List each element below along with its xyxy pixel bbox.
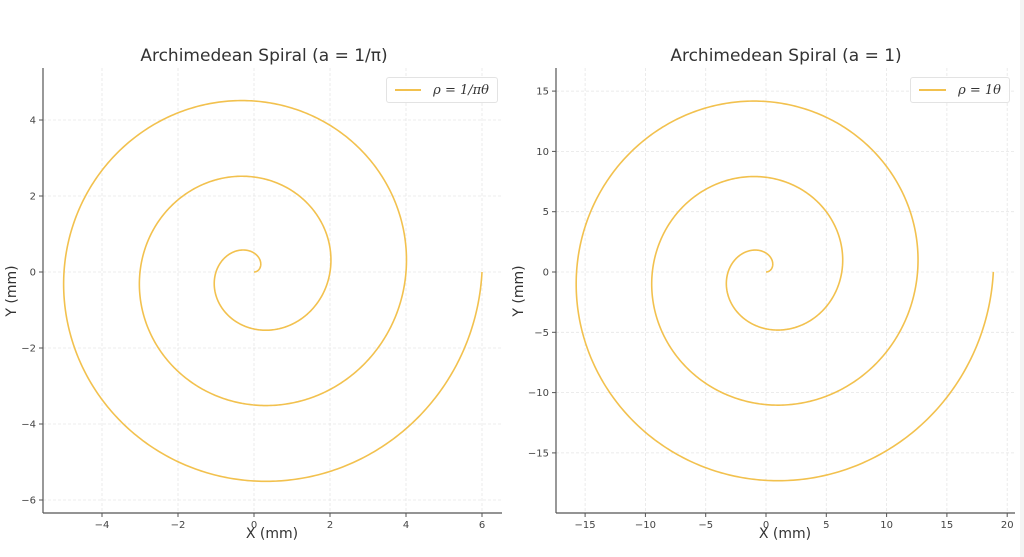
right-chart-panel: Archimedean Spiral (a = 1) −15 −10 −5 0 5 10 1… [511, 0, 1024, 557]
y-tick-label: −4 [21, 420, 36, 431]
legend-line-swatch-icon [919, 89, 947, 91]
x-tick-label: 0 [763, 520, 769, 531]
left-chart-title: Archimedean Spiral (a = 1/π) [140, 46, 388, 66]
y-tick-label: 4 [30, 116, 36, 127]
left-chart-panel: Archimedean Spiral (a = 1/π) −4 −2 0 2 4 6 −6−… [4, 46, 502, 542]
x-tick-label: 15 [941, 520, 954, 531]
left-legend-label: ρ = 1/πθ [433, 82, 489, 98]
x-tick-label: −5 [698, 520, 713, 531]
y-tick-label: −6 [21, 496, 36, 507]
y-tick-label: 5 [543, 207, 549, 218]
y-tick-label: −10 [528, 388, 549, 399]
x-tick-label: −10 [635, 520, 656, 531]
right-chart-title: Archimedean Spiral (a = 1) [670, 46, 902, 66]
left-plot-area: −4 −2 0 2 4 6 −6 −4 −2 0 2 4 [21, 68, 502, 531]
x-tick-label: 2 [327, 520, 333, 531]
left-x-axis-label: X (mm) [245, 526, 299, 542]
x-tick-label: 4 [403, 520, 409, 531]
x-tick-label: −15 [575, 520, 596, 531]
right-legend-label: ρ = 1θ [958, 82, 1001, 98]
y-tick-label: −2 [21, 344, 36, 355]
x-tick-label: 20 [1001, 520, 1014, 531]
legend-line-swatch-icon [395, 89, 422, 91]
page-edge [1020, 0, 1024, 557]
x-tick-label: 10 [880, 520, 893, 531]
right-x-axis-label: X (mm) [758, 526, 812, 542]
y-tick-label: 10 [536, 147, 549, 158]
y-tick-label: 0 [30, 268, 36, 279]
x-tick-label: 6 [479, 520, 485, 531]
right-legend: ρ = 1θ [910, 77, 1010, 103]
y-tick-label: 2 [30, 192, 36, 203]
x-tick-label: −4 [95, 520, 110, 531]
y-tick-label: 15 [536, 87, 549, 98]
spiral-line [62, 99, 483, 483]
y-tick-label: −15 [528, 448, 549, 459]
spiral-line [575, 100, 995, 482]
x-tick-label: 0 [251, 520, 257, 531]
right-plot-area: −15 −10 −5 0 5 10 15 20 −15 −10 −5 0 5 10 15 [528, 68, 1015, 531]
x-tick-label: −2 [171, 520, 186, 531]
right-y-axis-label: Y (mm) [511, 265, 527, 317]
left-y-axis-label: Y (mm) [4, 265, 20, 317]
left-legend: ρ = 1/πθ [386, 77, 498, 103]
y-tick-label: −5 [534, 328, 549, 339]
y-tick-label: 0 [543, 268, 549, 279]
x-tick-label: 5 [823, 520, 829, 531]
